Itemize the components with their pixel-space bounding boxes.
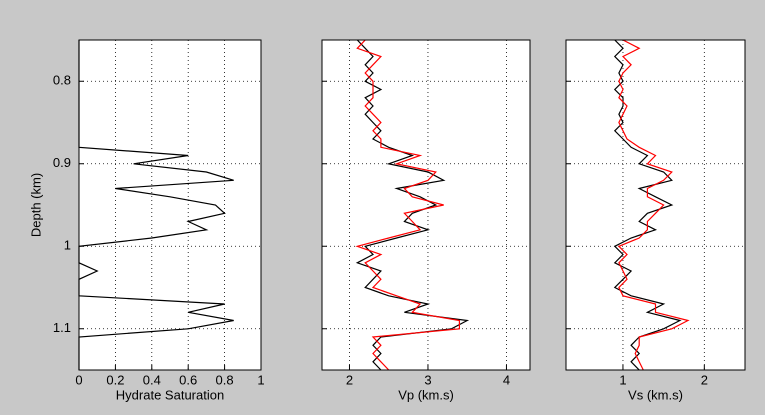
x-tick-label: 1 [257, 372, 264, 387]
y-axis-label: Depth (km) [28, 173, 43, 237]
log-curve [617, 39, 690, 371]
axes-frame [565, 39, 746, 371]
x-tick-label: 1 [619, 372, 626, 387]
y-tick-label: 0.8 [53, 73, 71, 88]
x-tick-label: 0.8 [216, 372, 234, 387]
plot-area [322, 40, 530, 370]
plot-area [566, 40, 745, 370]
x-tick-label: 4 [503, 372, 510, 387]
x-axis-label: Hydrate Saturation [116, 387, 224, 402]
x-tick-label: 0.2 [106, 372, 124, 387]
y-tick-label: 1 [64, 238, 71, 253]
y-tick-label: 0.9 [53, 155, 71, 170]
y-tick-label: 1.1 [53, 320, 71, 335]
x-tick-label: 0 [75, 372, 82, 387]
plot-area [79, 40, 261, 370]
log-curve [355, 39, 460, 371]
x-tick-label: 0.6 [179, 372, 197, 387]
x-tick-label: 0.4 [143, 372, 161, 387]
x-axis-label: Vs (km.s) [628, 387, 683, 402]
x-tick-label: 2 [346, 372, 353, 387]
axes-frame [321, 39, 531, 371]
x-tick-label: 3 [424, 372, 431, 387]
x-tick-label: 2 [701, 372, 708, 387]
x-axis-label: Vp (km.s) [398, 387, 454, 402]
axes-frame [78, 39, 262, 371]
